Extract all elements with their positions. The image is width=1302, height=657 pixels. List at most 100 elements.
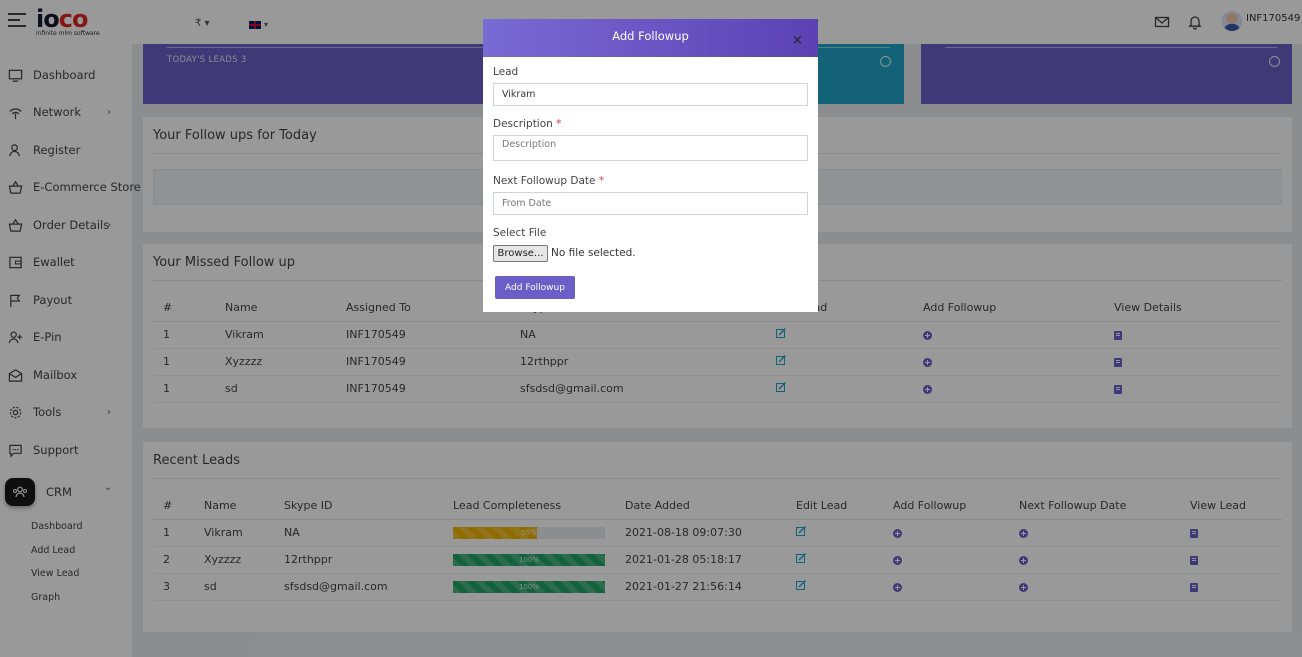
sidebar-item-register[interactable]: Register [0,136,132,164]
view-details-icon[interactable] [1114,330,1122,340]
crm-sub-graph[interactable]: Graph [31,592,61,603]
close-icon[interactable]: × [792,33,803,48]
lead-input[interactable] [493,83,808,106]
next-date-label-text: Next Followup Date [493,175,596,187]
divider [153,478,1282,479]
required-mark: * [556,118,562,130]
edit-icon[interactable] [776,355,786,365]
view-details-icon[interactable] [1114,357,1122,367]
language-flag-icon[interactable] [248,20,262,30]
arrow-circle-right-icon[interactable] [880,56,891,67]
row-number: 3 [153,573,194,601]
add-followup-icon[interactable] [923,357,932,367]
basket-icon [8,218,23,232]
sidebar-item-tools[interactable]: Tools › [0,398,132,426]
next-followup-icon[interactable] [1019,555,1028,565]
skype-id: 12rthppr [274,546,443,574]
logo[interactable]: ioco infinite mlm software [36,6,106,40]
view-lead-icon[interactable] [1190,582,1198,592]
next-followup-icon[interactable] [1019,582,1028,592]
date-added: 2021-08-18 09:07:30 [615,519,786,547]
sidebar-item-label: Register [33,143,81,157]
table-header-row: # Name Assigned To Skype ID Edit Lead Ad… [153,295,1282,322]
sidebar-item-label: Network [33,105,82,119]
view-lead-icon[interactable] [1190,555,1198,565]
edit-icon[interactable] [776,382,786,392]
user-name[interactable]: INF170549 [1246,13,1301,24]
lead-name: Vikram [215,321,336,349]
edit-icon[interactable] [796,580,806,590]
basket-icon [8,180,23,194]
add-followup-icon[interactable] [893,555,902,565]
add-followup-modal: Add Followup × Lead Description * Next F… [483,19,818,312]
sidebar-item-crm[interactable] [5,478,35,506]
arrow-circle-right-icon[interactable] [1269,56,1280,67]
required-mark: * [598,175,605,187]
add-followup-icon[interactable] [893,582,902,592]
chevron-right-icon: › [107,219,111,231]
sidebar-item-ecommerce-store[interactable]: E-Commerce Store [0,173,141,201]
sidebar-item-label: E-Pin [33,330,62,344]
next-followup-icon[interactable] [1019,528,1028,538]
lead-name: Xyzzzz [215,348,336,376]
wallet-icon [9,256,22,268]
network-icon [9,107,22,119]
row-number: 1 [153,321,215,349]
view-details-icon[interactable] [1114,384,1122,394]
caret-down-icon[interactable]: ▾ [264,20,269,29]
sidebar-item-crm-label[interactable]: CRM [46,485,72,499]
avatar[interactable] [1222,11,1242,31]
edit-icon[interactable] [776,328,786,338]
menu-icon[interactable] [8,13,26,27]
view-lead-icon[interactable] [1190,528,1198,538]
crm-sub-add-lead[interactable]: Add Lead [31,545,76,556]
currency-selector[interactable]: ₹ ▾ [195,18,210,29]
monitor-icon [8,69,23,82]
sidebar-item-mailbox[interactable]: Mailbox [0,361,132,389]
description-input[interactable] [493,135,808,161]
sidebar-item-label: Order Details [33,218,110,232]
mail-icon[interactable] [1154,14,1170,30]
crm-sub-dashboard[interactable]: Dashboard [31,521,83,532]
missed-followups-table: # Name Assigned To Skype ID Edit Lead Ad… [153,295,1282,403]
progress-label: 100% [518,555,539,564]
next-followup-date-label: Next Followup Date * [493,175,604,187]
add-followup-button[interactable]: Add Followup [495,276,575,299]
sidebar-item-network[interactable]: Network › [0,98,132,126]
add-followup-icon[interactable] [923,384,932,394]
sidebar-item-ewallet[interactable]: Ewallet [0,248,132,276]
skype-id: 12rthppr [510,348,766,376]
progress-fill [453,526,537,539]
chevron-down-icon[interactable]: ⌄ [104,482,113,493]
sidebar-item-dashboard[interactable]: Dashboard [0,61,132,89]
edit-icon[interactable] [796,526,806,536]
sidebar-item-payout[interactable]: Payout [0,286,132,314]
edit-icon[interactable] [796,553,806,563]
recent-leads-table: # Name Skype ID Lead Completeness Date A… [153,493,1282,601]
next-followup-date-input[interactable] [493,192,808,215]
modal-title: Add Followup [612,29,689,43]
browse-file-button[interactable]: Browse... [493,245,548,262]
add-followup-icon[interactable] [893,528,902,538]
sidebar-item-epin[interactable]: E-Pin [0,323,132,351]
card-divider [167,47,513,48]
sidebar-item-order-details[interactable]: Order Details › [0,211,132,239]
chat-icon [9,444,22,458]
add-followup-icon[interactable] [923,330,932,340]
column-header: Name [194,493,274,520]
assigned-to: INF170549 [336,348,510,376]
lead-name: sd [215,375,336,403]
column-header: Add Followup [913,295,1104,322]
description-label-text: Description [493,118,553,130]
date-added: 2021-01-27 21:56:14 [615,573,786,601]
stat-card-purple [921,44,1292,104]
envelope-icon [8,368,23,382]
assigned-to: INF170549 [336,375,510,403]
panel-title: Your Follow ups for Today [153,128,317,143]
bell-icon[interactable] [1187,14,1203,30]
sidebar-item-support[interactable]: Support [0,436,132,464]
column-header: View Details [1104,295,1282,322]
crm-sub-view-lead[interactable]: View Lead [31,568,80,579]
file-status-text: No file selected. [551,247,636,259]
column-header: Date Added [615,493,786,520]
